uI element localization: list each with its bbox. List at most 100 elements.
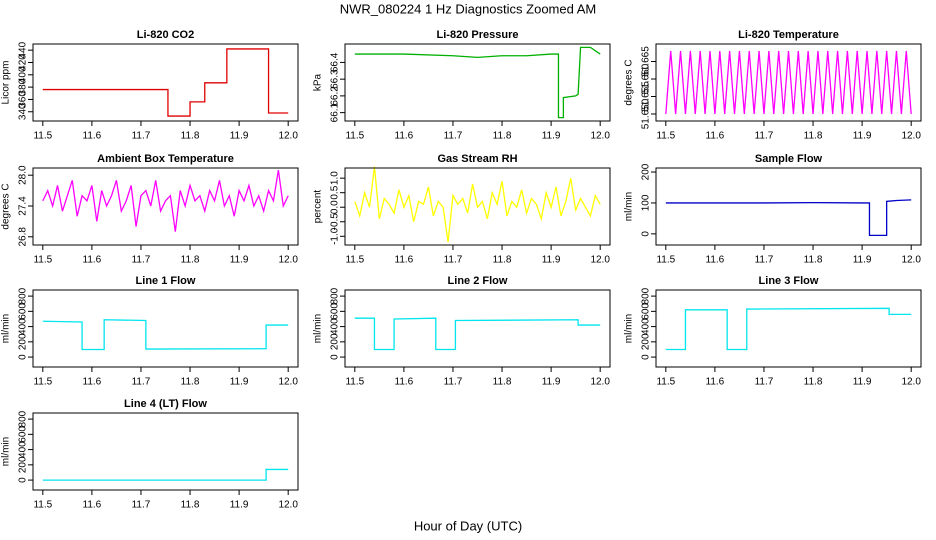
x-tick-label: 12.0 bbox=[901, 131, 921, 142]
x-tick-label: 11.8 bbox=[181, 255, 200, 266]
y-tick-label: 0 bbox=[330, 354, 341, 360]
data-line bbox=[665, 50, 912, 115]
y-tick-label: 400 bbox=[18, 66, 29, 83]
x-tick-label: 11.7 bbox=[132, 131, 151, 142]
plot-frame bbox=[32, 289, 299, 368]
panel-title: Sample Flow bbox=[755, 153, 823, 165]
y-tick-label: 200 bbox=[18, 333, 29, 350]
x-tick-label: 12.0 bbox=[278, 377, 298, 388]
x-tick-label: 12.0 bbox=[278, 255, 298, 266]
y-tick-label: 1.0 bbox=[330, 171, 341, 185]
y-tick-label: 800 bbox=[330, 287, 341, 304]
y-axis-label: percent bbox=[313, 190, 324, 224]
x-tick-label: 11.5 bbox=[656, 131, 675, 142]
data-line bbox=[665, 307, 912, 351]
y-tick-label: 200 bbox=[641, 333, 652, 350]
x-tick-label: 11.7 bbox=[132, 500, 151, 511]
y-tick-label: 400 bbox=[330, 318, 341, 335]
x-tick-label: 11.7 bbox=[132, 377, 151, 388]
plot-frame bbox=[344, 43, 611, 122]
panel-title: Ambient Box Temperature bbox=[97, 153, 234, 165]
x-tick-label: 11.9 bbox=[853, 131, 872, 142]
x-tick-label: 11.5 bbox=[345, 255, 364, 266]
x-tick-label: 11.5 bbox=[33, 500, 52, 511]
x-tick-label: 11.7 bbox=[132, 255, 151, 266]
x-tick-label: 11.5 bbox=[33, 131, 52, 142]
x-tick-label: 11.8 bbox=[493, 255, 512, 266]
y-tick-label: 0 bbox=[18, 477, 29, 483]
y-tick-label: 600 bbox=[641, 303, 652, 320]
y-tick-label: 0.5 bbox=[330, 185, 341, 199]
x-tick-label: 11.6 bbox=[706, 377, 725, 388]
x-tick-label: 11.8 bbox=[181, 377, 200, 388]
x-tick-label: 11.5 bbox=[345, 377, 364, 388]
x-tick-label: 11.8 bbox=[493, 131, 512, 142]
y-tick-label: 0 bbox=[641, 231, 652, 237]
data-line bbox=[354, 166, 601, 243]
panel-title: Gas Stream RH bbox=[437, 153, 517, 165]
y-tick-label: 0 bbox=[18, 354, 29, 360]
x-tick-label: 11.8 bbox=[804, 255, 823, 266]
x-tick-label: 11.9 bbox=[230, 255, 249, 266]
y-tick-label: 420 bbox=[18, 54, 29, 71]
data-line bbox=[354, 317, 601, 351]
y-tick-label: 200 bbox=[18, 456, 29, 473]
x-tick-label: 11.6 bbox=[83, 131, 102, 142]
y-axis-label: ml/min bbox=[1, 437, 12, 466]
x-tick-label: 11.6 bbox=[706, 255, 725, 266]
x-tick-label: 11.7 bbox=[444, 131, 463, 142]
plot-frame bbox=[655, 43, 922, 122]
data-line bbox=[42, 319, 289, 351]
x-tick-label: 11.8 bbox=[804, 377, 823, 388]
x-tick-label: 12.0 bbox=[901, 377, 921, 388]
panel-title: Line 2 Flow bbox=[448, 275, 508, 287]
y-tick-label: 100 bbox=[641, 194, 652, 211]
x-tick-label: 11.7 bbox=[444, 255, 463, 266]
data-line bbox=[354, 46, 601, 119]
x-tick-label: 11.5 bbox=[656, 255, 675, 266]
x-tick-label: 11.5 bbox=[33, 255, 52, 266]
y-axis-label: ml/min bbox=[1, 314, 12, 343]
y-axis-label: kPa bbox=[313, 73, 324, 91]
x-tick-label: 11.7 bbox=[755, 377, 774, 388]
x-tick-label: 11.6 bbox=[83, 377, 102, 388]
y-tick-label: -1.0 bbox=[330, 227, 341, 245]
x-tick-label: 12.0 bbox=[278, 500, 298, 511]
y-tick-label: 51.655 bbox=[641, 81, 652, 112]
x-tick-label: 11.5 bbox=[33, 377, 52, 388]
y-tick-label: 51.660 bbox=[641, 63, 652, 94]
y-tick-label: 600 bbox=[18, 303, 29, 320]
y-tick-label: 800 bbox=[18, 287, 29, 304]
x-tick-label: 11.7 bbox=[755, 255, 774, 266]
x-tick-label: 12.0 bbox=[590, 377, 610, 388]
x-tick-label: 11.7 bbox=[444, 377, 463, 388]
x-tick-label: 11.6 bbox=[83, 500, 102, 511]
x-tick-label: 11.9 bbox=[542, 131, 561, 142]
y-axis-label: degrees C bbox=[1, 183, 12, 229]
y-tick-label: 28.0 bbox=[18, 165, 29, 185]
y-tick-label: 380 bbox=[18, 78, 29, 95]
x-tick-label: 11.6 bbox=[395, 377, 414, 388]
plot-frame bbox=[655, 167, 922, 246]
plot-frame bbox=[32, 412, 299, 491]
y-tick-label: 600 bbox=[18, 426, 29, 443]
x-tick-label: 11.8 bbox=[181, 500, 200, 511]
panel-title: Li-820 Temperature bbox=[738, 29, 839, 41]
x-tick-label: 11.8 bbox=[804, 131, 823, 142]
y-axis-label: ml/min bbox=[624, 192, 635, 221]
y-axis-label: Licor ppm bbox=[1, 61, 12, 105]
panel-title: Line 3 Flow bbox=[759, 275, 819, 287]
x-tick-label: 11.9 bbox=[853, 377, 872, 388]
panel-title: Li-820 Pressure bbox=[437, 29, 519, 41]
plot-frame bbox=[344, 167, 611, 246]
x-tick-label: 11.9 bbox=[853, 255, 872, 266]
x-tick-label: 12.0 bbox=[590, 255, 610, 266]
y-tick-label: 51.650 bbox=[641, 98, 652, 129]
y-axis-label: degrees C bbox=[624, 59, 635, 105]
x-axis-label: Hour of Day (UTC) bbox=[414, 518, 522, 533]
y-tick-label: 27.4 bbox=[18, 196, 29, 216]
panel-title: Line 4 (LT) Flow bbox=[124, 398, 207, 410]
x-tick-label: 11.9 bbox=[542, 377, 561, 388]
y-tick-label: 600 bbox=[330, 303, 341, 320]
